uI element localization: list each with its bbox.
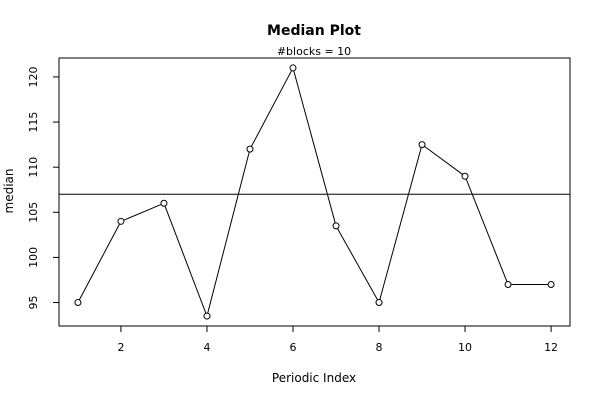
y-tick-label: 120: [27, 66, 40, 87]
x-axis-title: Periodic Index: [272, 371, 356, 385]
y-tick-label: 110: [27, 157, 40, 178]
data-point: [461, 172, 469, 180]
x-tick-label: 6: [289, 341, 296, 354]
data-point: [203, 312, 211, 320]
x-axis: 2 4 6 8 10 12: [117, 325, 558, 354]
series-segment: [379, 147, 422, 300]
x-tick-label: 4: [203, 341, 210, 354]
data-point: [375, 299, 383, 307]
series-segment: [293, 70, 336, 224]
series-segment: [337, 228, 378, 301]
series-segment: [164, 205, 207, 314]
y-tick-label: 105: [27, 202, 40, 223]
data-point: [504, 280, 512, 288]
data-point: [418, 141, 426, 149]
median-points: [74, 64, 555, 320]
x-tick-label: 12: [544, 341, 558, 354]
series-segment: [250, 70, 293, 147]
y-tick-label: 95: [27, 296, 40, 310]
chart-subtitle: #blocks = 10: [277, 45, 351, 58]
data-point: [117, 217, 125, 225]
median-series: [78, 70, 549, 314]
data-point: [246, 145, 254, 153]
y-tick-label: 115: [27, 112, 40, 133]
data-point: [160, 199, 168, 207]
x-tick-label: 8: [376, 341, 383, 354]
data-point: [332, 222, 340, 230]
data-point: [547, 280, 555, 288]
x-tick-label: 2: [117, 341, 124, 354]
series-segment: [465, 178, 508, 282]
series-segment: [207, 151, 250, 314]
plot-frame: [58, 57, 571, 327]
chart-title: Median Plot: [267, 23, 361, 39]
y-axis-title: median: [2, 169, 16, 214]
series-segment: [424, 145, 463, 175]
y-tick-label: 100: [27, 247, 40, 268]
x-tick-label: 10: [458, 341, 472, 354]
series-segment: [78, 223, 120, 301]
series-segment: [123, 203, 162, 221]
y-axis: 95 100 105 110 115 120: [27, 66, 60, 310]
data-point: [74, 299, 82, 307]
data-point: [289, 64, 297, 72]
